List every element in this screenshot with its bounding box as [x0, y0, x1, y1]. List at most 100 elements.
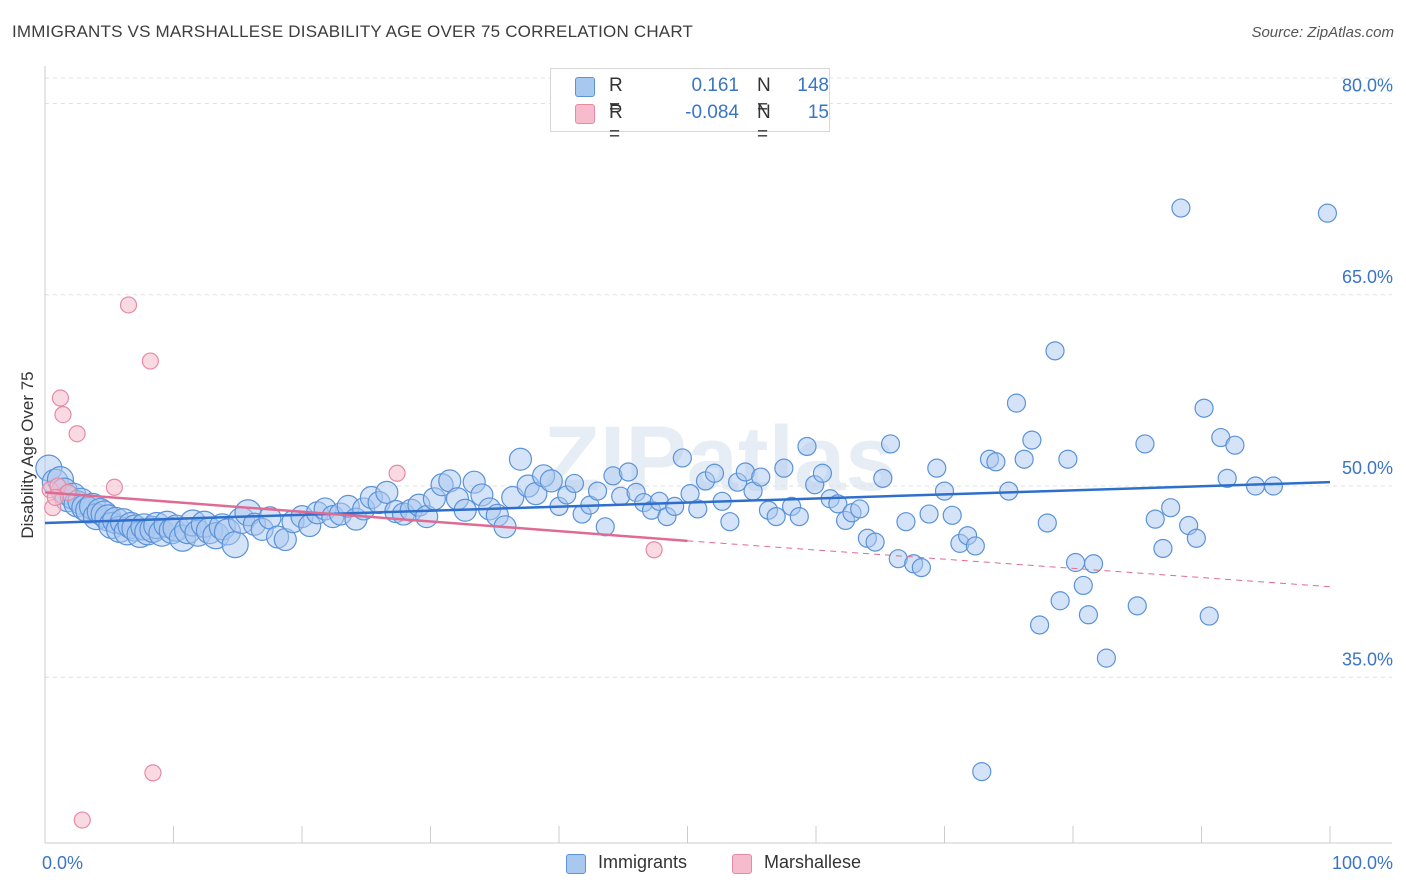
marshallese-swatch	[575, 104, 595, 124]
immigrants-point	[774, 458, 794, 478]
marshallese-point	[119, 296, 138, 314]
immigrants-point	[1096, 648, 1117, 668]
immigrants-point	[896, 512, 916, 532]
immigrants-point	[618, 462, 638, 482]
immigrants-point	[766, 506, 786, 527]
immigrants-trend-line	[44, 480, 1331, 525]
immigrants-point	[1194, 398, 1214, 418]
legend-r-label: R =	[609, 102, 623, 145]
marshallese-point	[645, 541, 663, 559]
y-tick-label: 50.0%	[1342, 458, 1393, 478]
immigrants-point	[865, 532, 885, 552]
points-layer	[35, 198, 1338, 829]
legend-r-value: -0.084	[685, 102, 739, 123]
immigrants-point	[587, 481, 608, 501]
immigrants-point	[1050, 591, 1070, 611]
legend-r-value: 0.161	[691, 75, 739, 96]
immigrants-point	[1058, 449, 1078, 469]
marshallese-point	[73, 811, 91, 829]
marshallese-point	[68, 425, 86, 443]
legend-n-value: 148	[797, 75, 829, 96]
immigrants-point	[1029, 615, 1050, 635]
marshallese-point	[141, 352, 159, 370]
immigrants-legend-swatch	[566, 854, 586, 874]
marshallese-point	[144, 764, 162, 782]
immigrants-point	[751, 467, 771, 487]
immigrants-point	[965, 536, 985, 556]
y-tick-label: 80.0%	[1342, 76, 1393, 96]
legend-n-label: N =	[757, 102, 771, 145]
marshallese-trend-extension	[687, 540, 1331, 588]
marshallese-legend-label: Marshallese	[764, 852, 862, 872]
immigrants-point	[1199, 606, 1219, 626]
immigrants-point	[1225, 435, 1245, 455]
immigrants-point	[1083, 554, 1104, 574]
immigrants-point	[797, 436, 817, 457]
immigrants-point	[1078, 605, 1099, 625]
source-label: Source: ZipAtlas.com	[1251, 24, 1394, 41]
immigrants-point	[942, 505, 962, 525]
immigrants-point	[1245, 476, 1266, 496]
immigrants-point	[1022, 430, 1042, 450]
immigrants-point	[812, 463, 833, 483]
immigrants-point	[873, 468, 893, 488]
immigrants-point	[1153, 538, 1173, 559]
immigrants-point	[1186, 528, 1206, 548]
marshallese-point	[105, 478, 123, 496]
immigrants-point	[564, 473, 585, 494]
immigrants-point	[934, 481, 955, 501]
grid-layer	[45, 77, 1392, 678]
immigrants-point	[539, 469, 563, 493]
y-tick-label: 35.0%	[1342, 649, 1393, 669]
immigrants-point	[1145, 509, 1165, 529]
immigrants-point	[927, 458, 947, 478]
legend-n-value: 15	[807, 102, 829, 123]
immigrants-point	[850, 499, 870, 519]
y-axis-label: Disability Age Over 75	[18, 371, 37, 538]
immigrants-point	[1127, 596, 1147, 616]
immigrants-point	[828, 494, 848, 514]
immigrants-point	[1073, 575, 1093, 596]
immigrants-point	[221, 531, 249, 559]
immigrants-point	[1263, 476, 1284, 496]
immigrants-point	[508, 447, 533, 471]
immigrants-point	[1171, 198, 1191, 218]
x-tick-label: 100.0%	[1332, 853, 1393, 873]
immigrants-swatch	[575, 77, 595, 97]
axis-layer: 35.0% 50.0% 65.0% 80.0% 0.0% 100.0%	[42, 66, 1393, 873]
chart-title: IMMIGRANTS VS MARSHALLESE DISABILITY AGE…	[12, 22, 694, 41]
immigrants-point	[972, 761, 992, 782]
immigrants-point	[688, 499, 708, 519]
legend-r-label: R =	[609, 75, 623, 118]
immigrants-point	[672, 448, 692, 468]
y-tick-label: 65.0%	[1342, 267, 1393, 287]
marshallese-point	[388, 464, 406, 482]
immigrants-point	[789, 506, 809, 527]
legend-n-label: N =	[757, 75, 771, 118]
immigrants-point	[880, 434, 901, 454]
marshallese-trend-line	[44, 491, 688, 543]
immigrants-legend-label: Immigrants	[598, 852, 688, 872]
immigrants-point	[1135, 434, 1155, 454]
marshallese-point	[51, 389, 70, 407]
immigrants-point	[1317, 203, 1338, 223]
marshallese-point	[54, 406, 72, 424]
immigrants-point	[919, 504, 939, 524]
correlation-legend: R = 0.161 N = 148 R = -0.084 N = 15	[550, 68, 830, 145]
immigrants-point	[704, 463, 725, 483]
immigrants-point	[1045, 341, 1065, 361]
immigrants-point	[665, 496, 685, 516]
immigrants-point	[986, 452, 1006, 472]
immigrants-point	[1161, 498, 1181, 518]
immigrants-point	[1037, 513, 1057, 533]
immigrants-point	[1006, 393, 1027, 413]
marshallese-legend-swatch	[732, 854, 752, 874]
immigrants-point	[375, 480, 399, 504]
immigrants-point	[1217, 468, 1237, 488]
immigrants-point	[720, 512, 740, 532]
immigrants-point	[911, 557, 931, 578]
x-tick-label: 0.0%	[42, 853, 83, 873]
trend-layer	[44, 480, 1331, 588]
immigrants-point	[1014, 449, 1034, 469]
